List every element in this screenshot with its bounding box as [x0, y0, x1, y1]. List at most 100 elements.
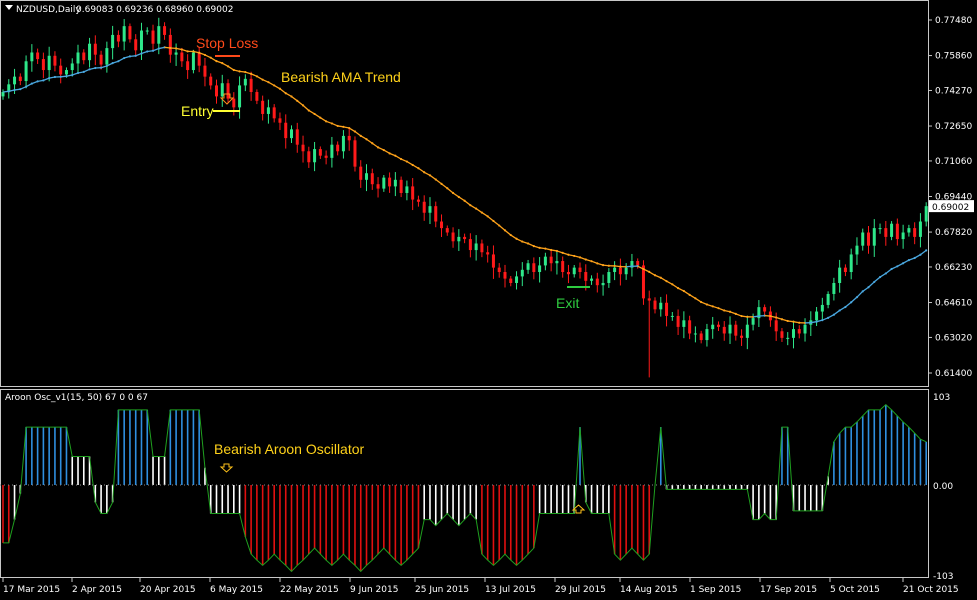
- ama-segment: [227, 65, 235, 71]
- candle-body: [232, 98, 236, 108]
- candle-body: [849, 254, 853, 273]
- candle-body: [180, 52, 184, 62]
- candle-body: [347, 135, 351, 141]
- candle-body: [105, 48, 109, 65]
- ama-segment: [354, 130, 362, 137]
- candle-body: [797, 329, 801, 334]
- ama-segment: [348, 127, 356, 133]
- ama-segment: [429, 174, 437, 181]
- candle-body: [543, 256, 547, 266]
- ama-segment: [879, 272, 887, 278]
- ama-segment: [458, 196, 465, 202]
- candle-body: [376, 184, 380, 189]
- ama-segment: [418, 167, 425, 173]
- oscillator-tick-label: -103: [933, 572, 953, 582]
- candle-body: [243, 78, 247, 86]
- dropdown-triangle-icon[interactable]: [5, 5, 13, 10]
- candle-body: [716, 324, 720, 327]
- candle-body: [688, 320, 692, 334]
- candle-body: [197, 52, 201, 66]
- candle-body: [838, 267, 842, 283]
- candle-body: [324, 155, 328, 158]
- ama-segment: [291, 95, 298, 102]
- candle-body: [601, 282, 605, 286]
- candle-body: [290, 129, 293, 139]
- candle-body: [405, 186, 409, 193]
- date-tick-label: 13 Jul 2015: [485, 585, 536, 595]
- ama-segment: [308, 109, 315, 115]
- candle-body: [445, 228, 449, 233]
- ama-segment: [839, 306, 846, 312]
- ama-line: [2, 46, 928, 325]
- candle-body: [711, 324, 715, 330]
- ama-segment: [446, 187, 454, 194]
- price-tick-label: 0.71060: [935, 157, 972, 167]
- candle-body: [157, 26, 161, 44]
- stop-loss-label: Stop Loss: [196, 35, 258, 51]
- candle-body: [520, 269, 524, 277]
- ama-segment: [285, 92, 292, 98]
- candle-body: [116, 34, 120, 42]
- candle-body: [168, 34, 172, 55]
- candle-body: [682, 320, 686, 327]
- candle-body: [705, 329, 709, 341]
- candle-body: [832, 282, 836, 294]
- candle-body: [388, 177, 392, 187]
- ama-segment: [498, 225, 506, 231]
- ama-segment: [406, 160, 414, 166]
- ama-segment: [268, 81, 275, 86]
- ama-segment: [862, 286, 869, 292]
- candle-body: [820, 304, 824, 312]
- candle-body: [855, 245, 859, 255]
- candle-body: [353, 140, 357, 167]
- candle-body: [803, 324, 807, 334]
- ama-segment: [273, 84, 281, 90]
- ama-segment: [452, 192, 460, 198]
- candle-body: [88, 43, 92, 61]
- candle-body: [480, 243, 484, 253]
- candle-body: [670, 315, 674, 317]
- ama-segment: [210, 57, 217, 62]
- candle-body: [82, 52, 86, 61]
- candle-body: [36, 52, 40, 60]
- candle-body: [174, 52, 178, 55]
- ama-segment: [920, 249, 927, 256]
- candle-body: [284, 122, 288, 139]
- ama-segment: [464, 200, 471, 206]
- date-tick-label: 1 Sep 2015: [690, 585, 741, 595]
- candle-body: [370, 173, 374, 185]
- candle-body: [728, 324, 732, 334]
- candle-body: [399, 179, 403, 193]
- candle-body: [359, 166, 363, 180]
- candle-body: [584, 272, 588, 281]
- candle-body: [307, 151, 311, 163]
- candle-body: [24, 61, 28, 82]
- ama-segment: [833, 309, 841, 316]
- candle-body: [330, 144, 334, 158]
- candle-body: [422, 201, 426, 213]
- price-tick-label: 0.67820: [935, 228, 972, 238]
- candle-body: [238, 85, 242, 108]
- symbol-label: NZDUSD,Daily: [16, 5, 81, 15]
- candle-body: [578, 267, 582, 273]
- candle-body: [907, 228, 911, 233]
- candle-body: [122, 26, 126, 42]
- candle-body: [203, 65, 207, 77]
- candle-body: [791, 329, 795, 338]
- candle-body: [139, 30, 143, 51]
- candle-body: [641, 265, 645, 299]
- candle-body: [763, 307, 767, 312]
- date-tick-label: 22 May 2015: [280, 585, 339, 595]
- ama-segment: [441, 183, 448, 189]
- date-tick-label: 20 Apr 2015: [140, 585, 196, 595]
- candle-body: [526, 263, 530, 270]
- candle-body: [693, 333, 697, 335]
- candle-body: [457, 236, 461, 242]
- axes: 0.77480 0.75860 0.74270 0.72650 0.71060 0.694…: [0, 16, 974, 595]
- entry-label: Entry: [181, 103, 214, 119]
- ama-segment: [279, 88, 287, 94]
- candle-body: [780, 331, 784, 338]
- ama-segment: [366, 138, 373, 144]
- ama-segment: [845, 301, 852, 308]
